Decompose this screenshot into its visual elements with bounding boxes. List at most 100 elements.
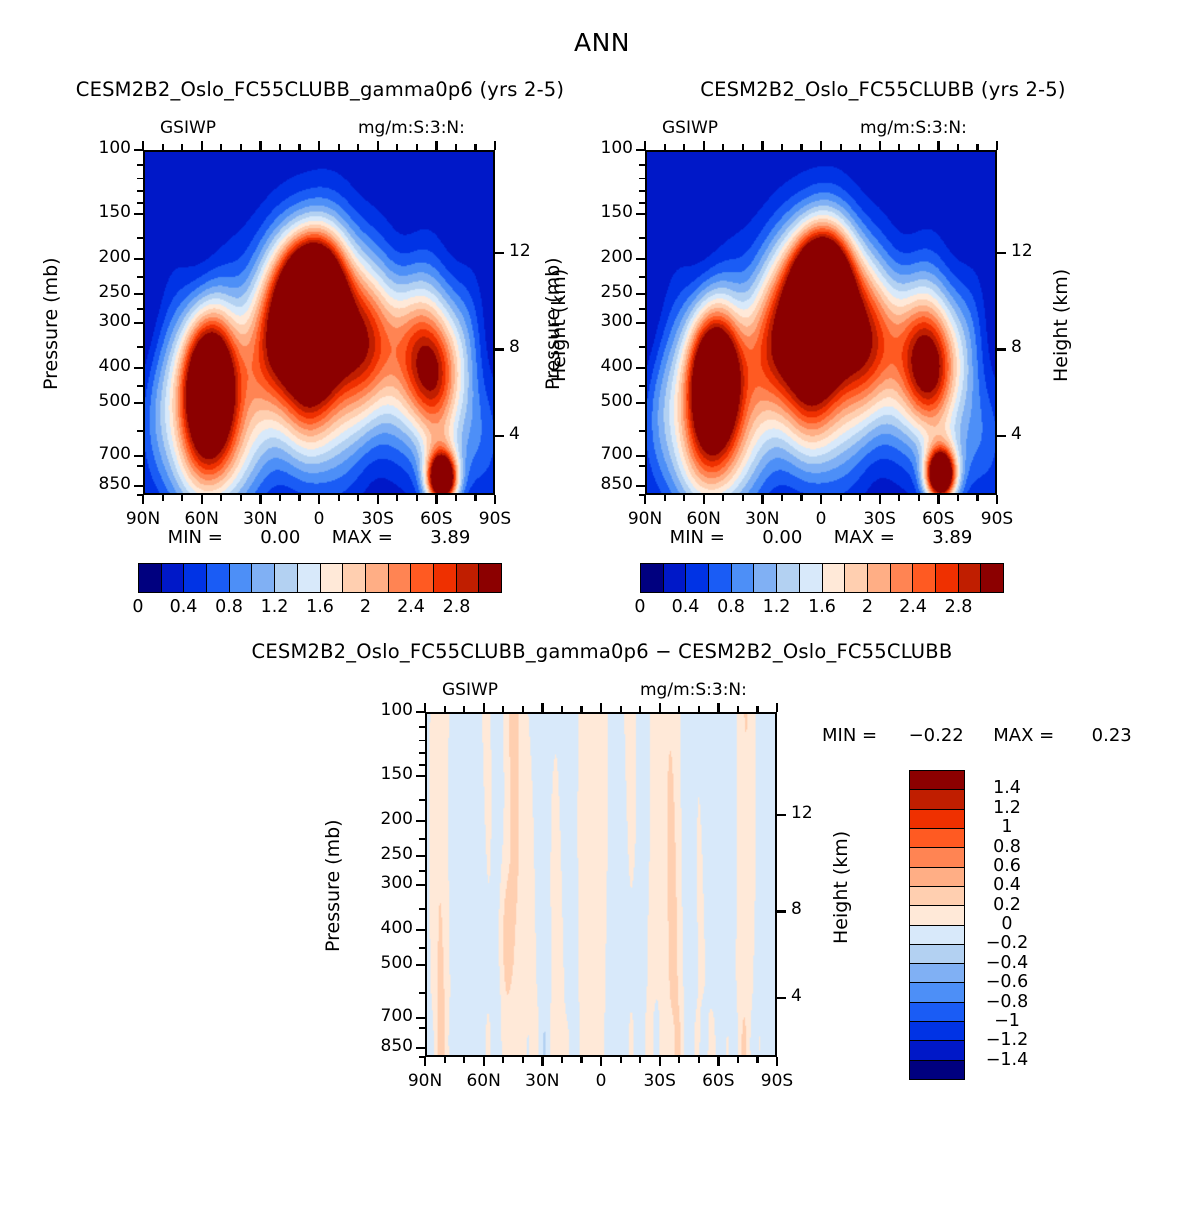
colorbar-cell[interactable] [731, 564, 755, 592]
pressure-tick [416, 854, 425, 858]
height-tick-label: 4 [791, 985, 802, 1006]
lat-tick-top [878, 141, 881, 150]
colorbar-cell[interactable] [709, 564, 732, 592]
colorbar-cell[interactable] [139, 564, 162, 592]
colorbar-cell[interactable] [207, 564, 230, 592]
colorbar-cell[interactable] [910, 1060, 964, 1079]
colorbar-cell[interactable] [433, 564, 457, 592]
yaxis-left-label-top-left: Pressure (mb) [40, 257, 62, 390]
main-title: ANN [573, 28, 630, 57]
height-tick [495, 252, 504, 255]
colorbar-cell[interactable] [958, 564, 982, 592]
lat-tick-top [376, 141, 379, 150]
colorbar-labels-top-right: 0 0.4 0.8 1.2 1.6 2 2.4 2.8 [634, 597, 1004, 621]
colorbar-top-right[interactable] [640, 563, 1004, 593]
colorbar-cell[interactable] [890, 564, 914, 592]
colorbar-tick-label: −1.4 [985, 1049, 1029, 1070]
colorbar-cell[interactable] [910, 828, 964, 849]
colorbar-cell[interactable] [411, 564, 434, 592]
pressure-tick [416, 711, 425, 714]
colorbar-tick-label: 0.8 [717, 597, 745, 617]
colorbar-cell[interactable] [297, 564, 321, 592]
lat-tick-label: 30S [643, 1071, 676, 1091]
lat-tick [644, 495, 647, 504]
colorbar-cell[interactable] [275, 564, 298, 592]
colorbar-cell[interactable] [229, 564, 253, 592]
colorbar-cell[interactable] [365, 564, 389, 592]
panel-title-bottom: CESM2B2_Oslo_FC55CLUBB_gamma0p6 − CESM2B… [251, 640, 953, 663]
colorbar-cell[interactable] [777, 564, 800, 592]
lat-tick [278, 495, 282, 501]
lat-tick-top [600, 703, 603, 712]
height-tick-label: 4 [1011, 423, 1022, 444]
lat-tick [697, 1057, 700, 1063]
colorbar-cell[interactable] [935, 564, 959, 592]
colorbar-tick-label: 0.2 [993, 894, 1021, 915]
colorbar-cell[interactable] [910, 944, 964, 965]
colorbar-cell[interactable] [910, 809, 964, 829]
lat-tick [318, 495, 321, 504]
lat-tick [580, 1057, 583, 1063]
colorbar-cell[interactable] [479, 564, 501, 592]
panel-title-top-right: CESM2B2_Oslo_FC55CLUBB (yrs 2-5) [700, 78, 1066, 101]
colorbar-cell[interactable] [161, 564, 185, 592]
colorbar-cell[interactable] [910, 867, 964, 887]
colorbar-cell[interactable] [910, 790, 964, 810]
lat-tick-top [937, 141, 940, 150]
lat-tick-top [482, 703, 485, 712]
colorbar-tick-label: 0 [1001, 914, 1013, 934]
max-value-bottom: 0.23 [1091, 725, 1132, 746]
contour-plot-bottom[interactable] [425, 712, 777, 1057]
colorbar-cell[interactable] [663, 564, 687, 592]
lat-tick [619, 1057, 622, 1063]
colorbar-cell[interactable] [910, 1022, 964, 1042]
colorbar-tick-label: 0.4 [169, 597, 198, 617]
pressure-tick [134, 212, 143, 215]
colorbar-bottom-difference[interactable] [909, 770, 965, 1080]
colorbar-cell[interactable] [799, 564, 823, 592]
colorbar-cell[interactable] [822, 564, 846, 592]
colorbar-cell[interactable] [754, 564, 778, 592]
colorbar-tick-label: 2.8 [944, 597, 973, 617]
colorbar-cell[interactable] [910, 1041, 964, 1061]
colorbar-tick-label: 2 [861, 597, 874, 617]
lat-tick [357, 495, 360, 501]
colorbar-cell[interactable] [910, 886, 964, 907]
colorbar-cell[interactable] [845, 564, 868, 592]
colorbar-cell[interactable] [184, 564, 208, 592]
pressure-tick [416, 928, 425, 931]
colorbar-cell[interactable] [343, 564, 366, 592]
colorbar-cell[interactable] [981, 564, 1003, 592]
colorbar-cell[interactable] [252, 564, 276, 592]
lat-tick-top [541, 703, 544, 712]
contour-plot-top-right[interactable] [645, 150, 997, 495]
lat-tick [937, 495, 940, 504]
lat-tick-top [761, 141, 764, 150]
colorbar-cell[interactable] [388, 564, 412, 592]
colorbar-cell[interactable] [686, 564, 710, 592]
colorbar-cell[interactable] [320, 564, 344, 592]
lat-tick-label: 90N [407, 1071, 443, 1091]
contour-plot-top-left[interactable] [143, 150, 495, 495]
lat-tick [898, 495, 901, 501]
height-tick [777, 996, 786, 999]
min-value-top-left: 0.00 [260, 527, 301, 548]
colorbar-cell[interactable] [867, 564, 891, 592]
lat-tick [917, 495, 920, 501]
colorbar-cell[interactable] [910, 964, 964, 984]
colorbar-cell[interactable] [910, 925, 964, 945]
colorbar-tick-label: 1 [1001, 817, 1013, 838]
colorbar-tick-label: 1.4 [993, 778, 1021, 799]
pressure-tick [636, 485, 645, 488]
colorbar-cell[interactable] [910, 983, 964, 1003]
colorbar-cell[interactable] [910, 771, 964, 791]
pressure-tick-label: 100 [380, 700, 413, 720]
colorbar-cell[interactable] [913, 564, 936, 592]
colorbar-top-left[interactable] [138, 563, 502, 593]
colorbar-cell[interactable] [910, 848, 964, 868]
colorbar-cell[interactable] [456, 564, 480, 592]
colorbar-cell[interactable] [910, 906, 964, 926]
colorbar-cell[interactable] [910, 1002, 964, 1023]
lat-tick-top [435, 141, 438, 150]
colorbar-cell[interactable] [641, 564, 664, 592]
